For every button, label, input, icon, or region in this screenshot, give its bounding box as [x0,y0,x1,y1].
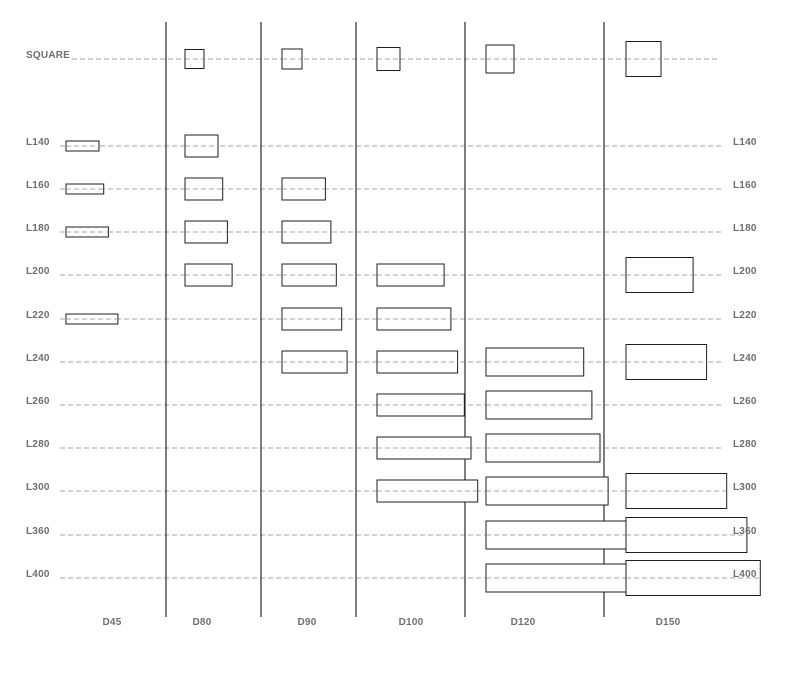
shape-d150-l400 [625,560,761,596]
column-label-d90: D90 [298,617,317,628]
row-label-right: L260 [733,396,757,407]
row-label-right: L360 [733,526,757,537]
column-divider-lines [165,22,605,617]
row-label-left: L180 [26,223,50,234]
column-label-d150: D150 [656,617,681,628]
column-label-d80: D80 [193,617,212,628]
row-label-left: L400 [26,569,50,580]
row-label-left: L360 [26,526,50,537]
column-label-d120: D120 [511,617,536,628]
row-label-left: L260 [26,396,50,407]
row-label-right: L240 [733,353,757,364]
column-labels: D45 D80 D90 D100 D120 D150 [103,617,681,628]
row-label-right: L220 [733,310,757,321]
row-label-left: L140 [26,137,50,148]
row-label-left: L240 [26,353,50,364]
row-label-right: L300 [733,482,757,493]
row-label-left: L160 [26,180,50,191]
row-label-right: L140 [733,137,757,148]
row-label-left: L220 [26,310,50,321]
row-label-right: L400 [733,569,757,580]
row-label-left: L200 [26,266,50,277]
size-shapes [65,41,761,596]
column-label-d100: D100 [399,617,424,628]
column-label-d45: D45 [103,617,122,628]
row-labels-right: L140 L160 L180 L200 L220 L240 L260 L280 L300 L360… [733,137,757,580]
row-label-right: L180 [733,223,757,234]
row-label-right: L200 [733,266,757,277]
row-label-left: SQUARE [26,50,70,61]
row-label-right: L160 [733,180,757,191]
row-labels-left: SQUARE L140 L160 L180 L200 L220 L240 L260 L280 L3… [26,50,70,580]
row-label-left: L300 [26,482,50,493]
row-label-left: L280 [26,439,50,450]
row-label-right: L280 [733,439,757,450]
shape-d100-l280 [376,436,472,460]
